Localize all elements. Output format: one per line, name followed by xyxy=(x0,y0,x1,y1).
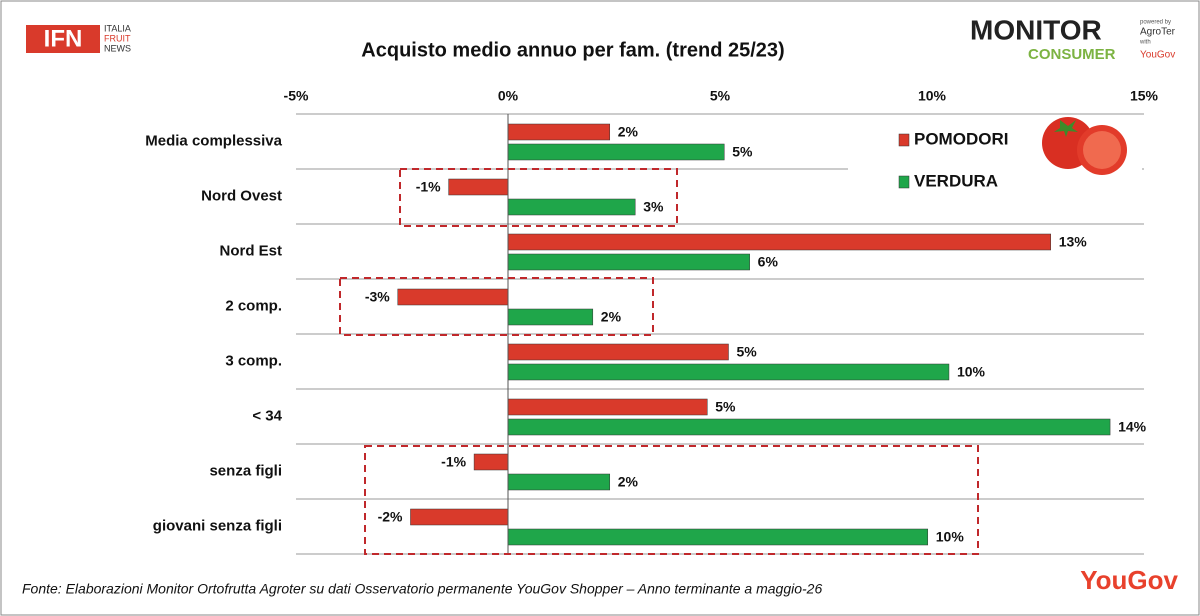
legend-label: POMODORI xyxy=(914,129,1008,148)
logo-sub: FRUIT xyxy=(104,33,131,43)
logo-text: MONITOR xyxy=(970,14,1102,45)
bar xyxy=(507,363,950,381)
y-tick-label: Media complessiva xyxy=(145,132,282,149)
bar xyxy=(397,288,509,306)
bar xyxy=(448,178,509,196)
bar xyxy=(473,453,509,471)
bar xyxy=(507,233,1051,251)
x-tick-label: -5% xyxy=(284,88,309,104)
y-tick-label: 2 comp. xyxy=(225,297,282,314)
logo-left: IFN ITALIA FRUIT NEWS xyxy=(26,23,131,53)
bar xyxy=(507,308,594,326)
chart-title: Acquisto medio annuo per fam. (trend 25/… xyxy=(361,39,784,61)
logo-sub: YouGov xyxy=(1140,50,1175,61)
value-label: 5% xyxy=(732,144,753,160)
bar xyxy=(410,508,509,526)
logo-bg xyxy=(26,25,100,53)
x-tick-label: 0% xyxy=(498,88,519,104)
bar xyxy=(507,528,929,546)
value-label: 2% xyxy=(618,124,639,140)
legend-label: VERDURA xyxy=(914,171,998,190)
y-tick-label: Nord Est xyxy=(219,242,282,259)
logo-text: IFN xyxy=(44,25,83,52)
value-label: -2% xyxy=(378,509,403,525)
bar xyxy=(507,198,636,216)
y-tick-label: Nord Ovest xyxy=(201,187,282,204)
x-tick-label: 10% xyxy=(918,88,947,104)
highlight-box xyxy=(364,445,979,555)
value-label: 13% xyxy=(1059,234,1088,250)
bar xyxy=(507,418,1111,436)
value-label: 10% xyxy=(936,529,965,545)
y-tick-label: senza figli xyxy=(209,462,282,479)
highlight-boxes xyxy=(339,168,979,555)
logo-right: MONITOR CONSUMER powered by AgroTer with… xyxy=(970,14,1176,63)
value-label: 5% xyxy=(736,344,757,360)
tomato-icon xyxy=(1042,117,1127,175)
value-label: 6% xyxy=(758,254,779,270)
logo-sub: powered by xyxy=(1140,20,1171,26)
value-label: 5% xyxy=(715,399,736,415)
source-note: Fonte: Elaborazioni Monitor Ortofrutta A… xyxy=(22,581,822,597)
bar xyxy=(507,473,611,491)
value-label: 2% xyxy=(618,474,639,490)
logo-sub: NEWS xyxy=(104,43,131,53)
y-tick-label: < 34 xyxy=(252,407,282,424)
logo-sub: ITALIA xyxy=(104,23,131,33)
value-label: 2% xyxy=(601,309,622,325)
logo-sub: with xyxy=(1139,40,1151,46)
bar xyxy=(507,343,729,361)
y-tick-label: giovani senza figli xyxy=(153,517,282,534)
value-label: -3% xyxy=(365,289,390,305)
y-tick-label: 3 comp. xyxy=(225,352,282,369)
value-label: 10% xyxy=(957,364,986,380)
bar xyxy=(507,123,611,141)
logo-sub: AgroTer xyxy=(1140,27,1176,38)
bar xyxy=(507,253,750,271)
bar xyxy=(507,398,708,416)
value-label: 14% xyxy=(1118,419,1147,435)
legend-swatch xyxy=(898,133,910,147)
highlight-box xyxy=(339,277,654,336)
bar xyxy=(507,143,725,161)
value-label: -1% xyxy=(441,454,466,470)
value-label: 3% xyxy=(643,199,664,215)
brand: YouGov xyxy=(1080,565,1178,595)
x-tick-label: 15% xyxy=(1130,88,1159,104)
value-label: -1% xyxy=(416,179,441,195)
logo-text: CONSUMER xyxy=(1028,46,1116,63)
x-tick-label: 5% xyxy=(710,88,731,104)
legend-swatch xyxy=(898,175,910,189)
highlight-box xyxy=(399,168,678,227)
